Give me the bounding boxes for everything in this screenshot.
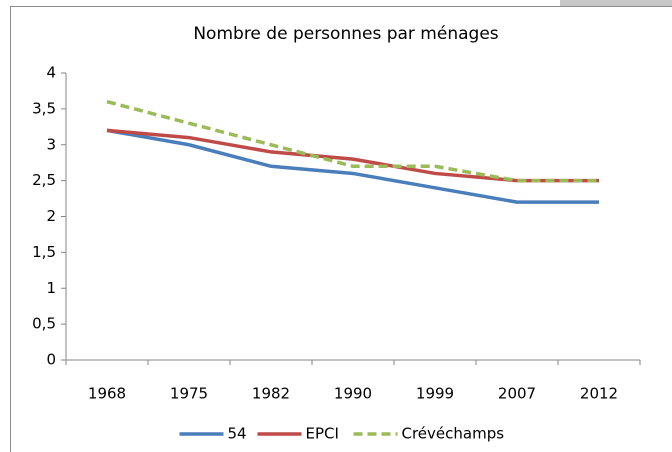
line-series: [106, 128, 599, 183]
y-tick-label: 2,5: [32, 171, 56, 189]
x-tick-label: 1990: [334, 385, 372, 403]
y-tick-label: 3: [46, 135, 56, 153]
chart-frame: [10, 6, 672, 452]
y-tick-label: 0,5: [32, 315, 56, 333]
y-tick-label: 1: [46, 279, 56, 297]
x-tick-label: 2012: [580, 385, 618, 403]
window-strip: [560, 0, 672, 6]
legend-label: EPCI: [306, 425, 339, 443]
x-tick-label: 1999: [416, 385, 454, 403]
y-tick-label: 4: [46, 64, 56, 82]
y-tick-label: 3,5: [32, 99, 56, 117]
chart-title: Nombre de personnes par ménages: [193, 24, 498, 44]
y-tick-label: 0: [46, 351, 56, 369]
line-series: [106, 128, 599, 204]
x-tick-label: 1975: [170, 385, 208, 403]
y-tick-label: 1,5: [32, 243, 56, 261]
x-tick-label: 1968: [88, 385, 126, 403]
legend-label: 54: [228, 425, 247, 443]
y-tick-label: 2: [46, 207, 56, 225]
x-tick-label: 2007: [498, 385, 536, 403]
legend-label: Crévéchamps: [402, 425, 505, 443]
x-tick-label: 1982: [252, 385, 290, 403]
line-series: [106, 100, 599, 183]
